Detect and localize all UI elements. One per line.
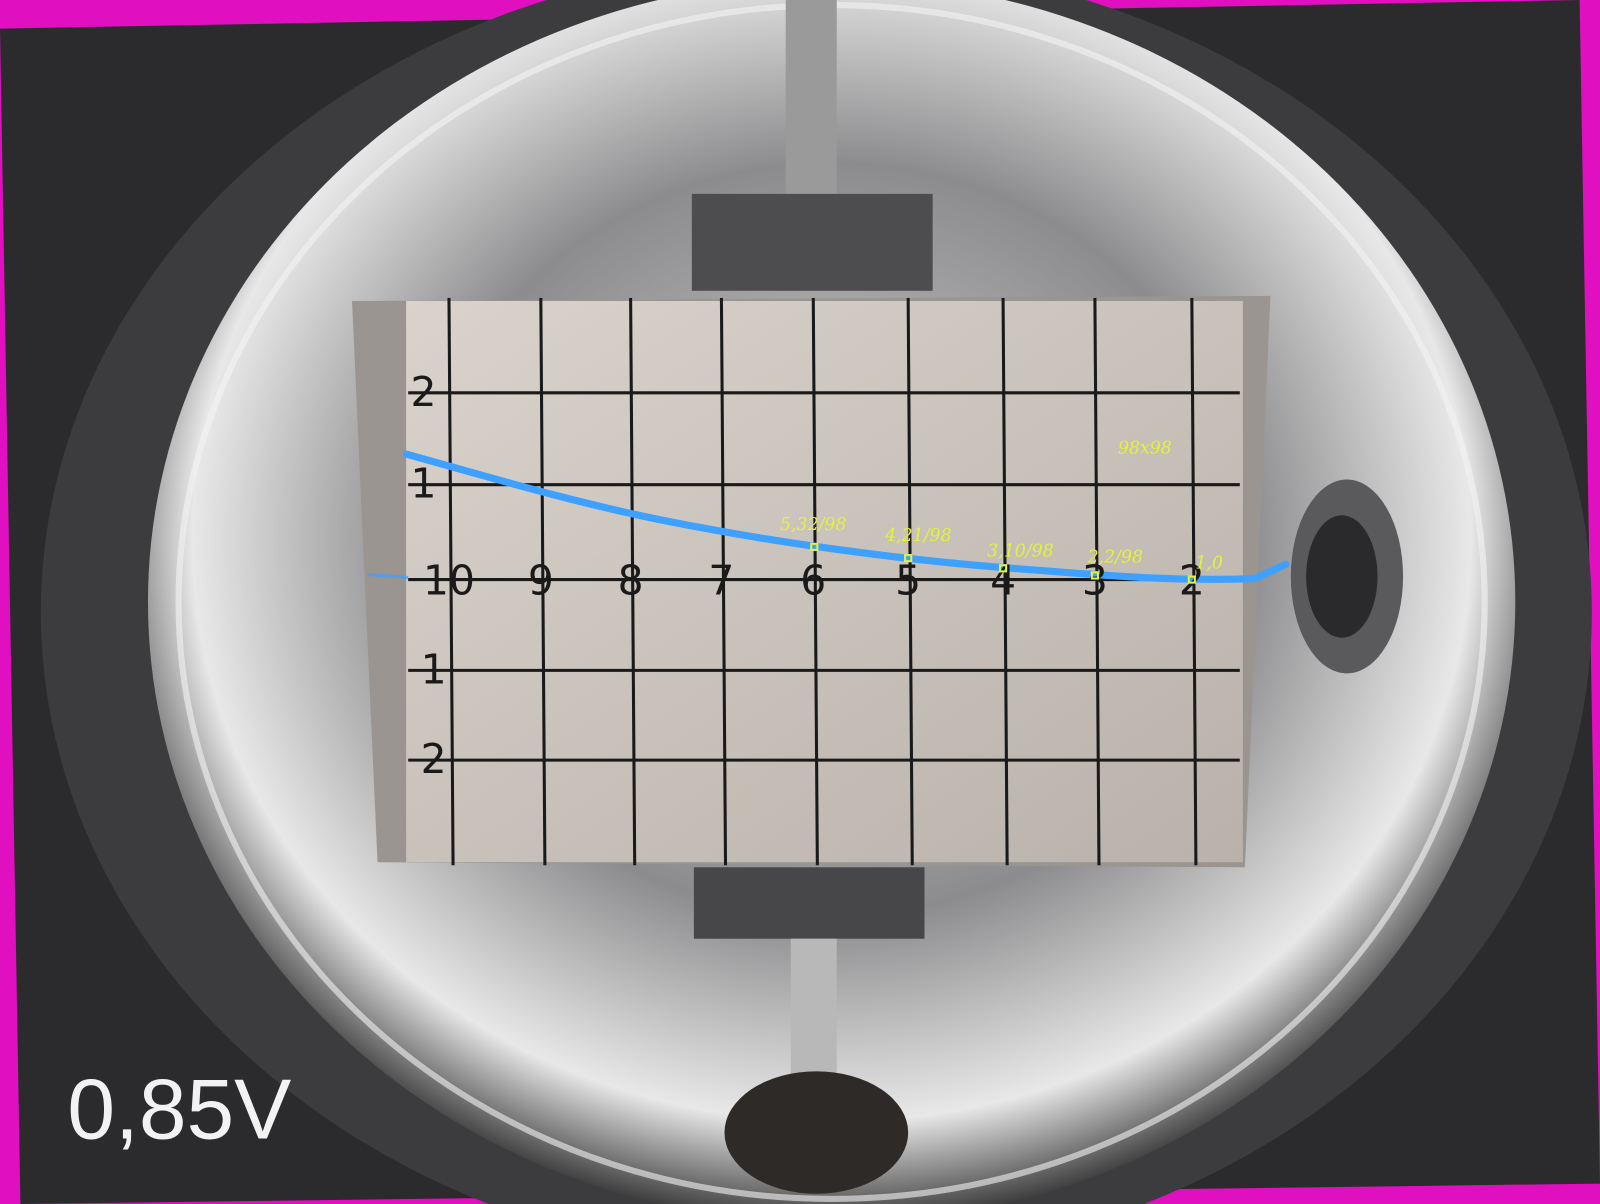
y-scale-label: 2	[421, 735, 447, 783]
x-scale-label: 5	[895, 557, 921, 605]
bottom-holder	[693, 867, 925, 939]
annotation-marker	[1090, 571, 1099, 580]
annotation-label: 4,21/98	[884, 526, 951, 546]
voltage-label: 0,85V	[67, 1062, 291, 1158]
screen-grid	[408, 297, 1240, 866]
top-rod	[785, 0, 837, 194]
annotation-marker	[998, 564, 1008, 573]
x-scale-label: 7	[708, 557, 734, 605]
annotation-label: 1,0	[1195, 554, 1223, 574]
x-scale-label: 4	[990, 557, 1016, 605]
x-scale-label: 3	[1082, 557, 1108, 605]
y-scale-label: 1	[410, 460, 436, 508]
annotation-label: 2,2/98	[1087, 548, 1143, 568]
x-scale-label: 8	[618, 557, 644, 605]
x-scale-label: 2	[1179, 557, 1205, 605]
beam-glow	[367, 572, 409, 580]
base	[724, 1071, 909, 1194]
x-scale-label: 10	[423, 557, 475, 605]
annotation-marker	[1187, 575, 1196, 584]
electron-beam	[402, 450, 1290, 583]
x-scale-label: 6	[800, 557, 826, 605]
annotation-marker	[904, 554, 913, 563]
annotation-label: 3,10/98	[987, 542, 1053, 562]
gun-aperture	[1306, 515, 1378, 638]
y-scale-label: 2	[410, 368, 436, 416]
annotation-marker	[810, 542, 819, 551]
y-scale-label: 1	[421, 645, 447, 693]
top-holder	[691, 193, 933, 291]
annotation-label: 5,32/98	[780, 515, 846, 535]
x-scale-label: 9	[528, 557, 554, 605]
scale-note: 98x98	[1118, 438, 1172, 458]
